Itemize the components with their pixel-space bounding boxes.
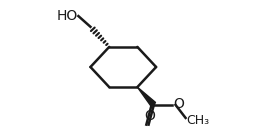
Text: O: O [144,109,155,123]
Text: O: O [173,97,184,111]
Text: CH₃: CH₃ [186,114,209,127]
Polygon shape [137,87,155,107]
Text: HO: HO [56,9,78,23]
